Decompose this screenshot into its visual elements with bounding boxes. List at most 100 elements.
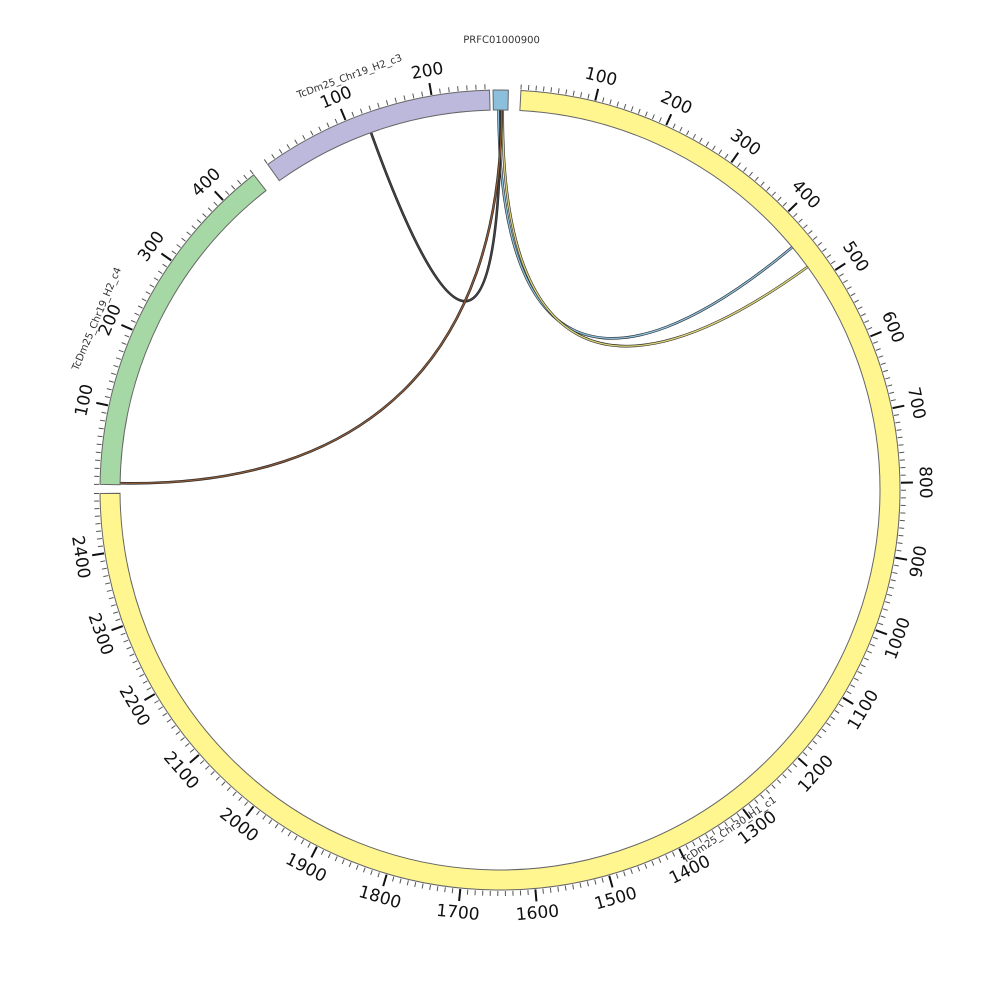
tick-c4-370 bbox=[203, 214, 207, 217]
tick-c1-1070 bbox=[854, 678, 858, 680]
tick-c3-0 bbox=[264, 159, 267, 163]
segment-prfc bbox=[493, 90, 508, 110]
tick-label-c1-1200: 1200 bbox=[794, 751, 838, 797]
tick-c1-2020 bbox=[239, 797, 242, 801]
tick-c1-170 bbox=[645, 112, 647, 117]
tick-c1-1280 bbox=[755, 800, 758, 804]
tick-label-c1-2000: 2000 bbox=[216, 804, 262, 846]
tick-c1-500 bbox=[835, 263, 845, 270]
tick-c1-1200 bbox=[798, 758, 807, 766]
tick-c4-320 bbox=[177, 244, 181, 247]
tick-c1-540 bbox=[851, 293, 855, 295]
tick-c1-1910 bbox=[308, 843, 310, 847]
tick-c1-1850 bbox=[349, 862, 351, 867]
tick-c1-510 bbox=[839, 274, 843, 277]
tick-c1-2110 bbox=[190, 749, 194, 752]
tick-c1-2240 bbox=[136, 668, 140, 670]
tick-c4-220 bbox=[135, 313, 140, 315]
tick-c4-250 bbox=[146, 292, 150, 294]
tick-c1-1930 bbox=[295, 836, 298, 840]
tick-c1-100 bbox=[595, 89, 598, 101]
tick-c1-1140 bbox=[826, 723, 830, 726]
tick-c1-1250 bbox=[772, 785, 775, 789]
tick-c4-420 bbox=[231, 186, 234, 190]
tick-c1-350 bbox=[761, 182, 764, 186]
tick-c1-2330 bbox=[111, 605, 116, 606]
tick-c4-190 bbox=[125, 335, 130, 337]
tick-c1-50 bbox=[558, 88, 559, 93]
tick-c3-30 bbox=[287, 144, 290, 148]
tick-c1-2310 bbox=[116, 619, 121, 621]
tick-c3-50 bbox=[303, 135, 305, 139]
tick-c1-210 bbox=[673, 124, 675, 129]
tick-c1-280 bbox=[719, 150, 722, 154]
tick-label-c1-1000: 1000 bbox=[881, 615, 915, 663]
tick-c1-410 bbox=[794, 213, 798, 216]
tick-c4-380 bbox=[208, 208, 212, 211]
tick-label-c1-2100: 2100 bbox=[159, 748, 203, 794]
tick-c1-1110 bbox=[839, 704, 843, 707]
tick-c1-880 bbox=[898, 543, 903, 544]
tick-c1-1560 bbox=[565, 886, 566, 891]
tick-c3-200 bbox=[429, 83, 431, 95]
tick-c1-1550 bbox=[573, 884, 574, 889]
tick-c1-1080 bbox=[851, 685, 855, 687]
tick-c4-120 bbox=[107, 389, 112, 390]
tick-c1-2050 bbox=[222, 782, 225, 786]
tick-label-c1-1500: 1500 bbox=[592, 883, 639, 914]
tick-label-c1-1700: 1700 bbox=[435, 901, 480, 925]
tick-c1-1590 bbox=[543, 889, 544, 894]
tick-c3-220 bbox=[449, 87, 450, 92]
tick-c3-40 bbox=[295, 140, 298, 144]
tick-c1-1730 bbox=[437, 886, 438, 891]
tick-c4-330 bbox=[182, 238, 186, 241]
tick-c1-1800 bbox=[383, 875, 386, 887]
tick-c1-1490 bbox=[616, 874, 617, 879]
tick-c3-10 bbox=[272, 154, 275, 158]
tick-c1-940 bbox=[889, 587, 894, 588]
tick-c1-2080 bbox=[205, 766, 209, 769]
tick-c1-190 bbox=[659, 117, 661, 122]
tick-c1-750 bbox=[898, 445, 903, 446]
tick-c1-1570 bbox=[558, 887, 559, 892]
tick-c4-290 bbox=[163, 264, 167, 267]
tick-label-c1-1800: 1800 bbox=[356, 882, 403, 913]
tick-c1-150 bbox=[631, 106, 633, 111]
tick-c1-1120 bbox=[835, 710, 839, 713]
tick-c1-2340 bbox=[109, 597, 114, 598]
tick-c1-1510 bbox=[602, 878, 603, 883]
tick-c1-990 bbox=[878, 623, 883, 625]
tick-c1-1270 bbox=[761, 795, 764, 799]
tick-c4-170 bbox=[119, 350, 124, 352]
tick-c1-1600 bbox=[535, 889, 536, 901]
tick-c1-360 bbox=[767, 187, 770, 191]
tick-c1-1920 bbox=[301, 840, 303, 844]
link-outline-3 bbox=[120, 110, 502, 483]
tick-c1-2320 bbox=[113, 612, 118, 614]
tick-c1-2170 bbox=[163, 713, 167, 716]
tick-c1-110 bbox=[603, 98, 604, 103]
tick-c1-2160 bbox=[167, 719, 171, 722]
tick-c1-530 bbox=[847, 287, 851, 290]
tick-c1-2280 bbox=[124, 640, 129, 642]
tick-c1-250 bbox=[700, 138, 702, 142]
tick-label-c1-2400: 2400 bbox=[67, 534, 94, 580]
tick-c4-340 bbox=[187, 232, 191, 235]
tick-c1-2350 bbox=[107, 590, 112, 591]
tick-c1-2210 bbox=[147, 688, 151, 690]
tick-c4-80 bbox=[100, 420, 105, 421]
tick-c1-2090 bbox=[200, 760, 204, 763]
tick-c1-320 bbox=[743, 167, 746, 171]
tick-c1-680 bbox=[889, 392, 894, 393]
tick-c1-600 bbox=[870, 332, 881, 337]
tick-c1-1970 bbox=[269, 820, 272, 824]
tick-c4-350 bbox=[192, 226, 196, 229]
tick-c1-590 bbox=[867, 327, 872, 329]
tick-c1-1010 bbox=[873, 637, 878, 639]
tick-c1-1810 bbox=[378, 872, 380, 877]
tick-c3-100 bbox=[341, 109, 346, 120]
tick-c3-210 bbox=[440, 89, 441, 94]
tick-label-c1-500: 500 bbox=[838, 238, 873, 276]
tick-c1-2120 bbox=[185, 743, 189, 746]
